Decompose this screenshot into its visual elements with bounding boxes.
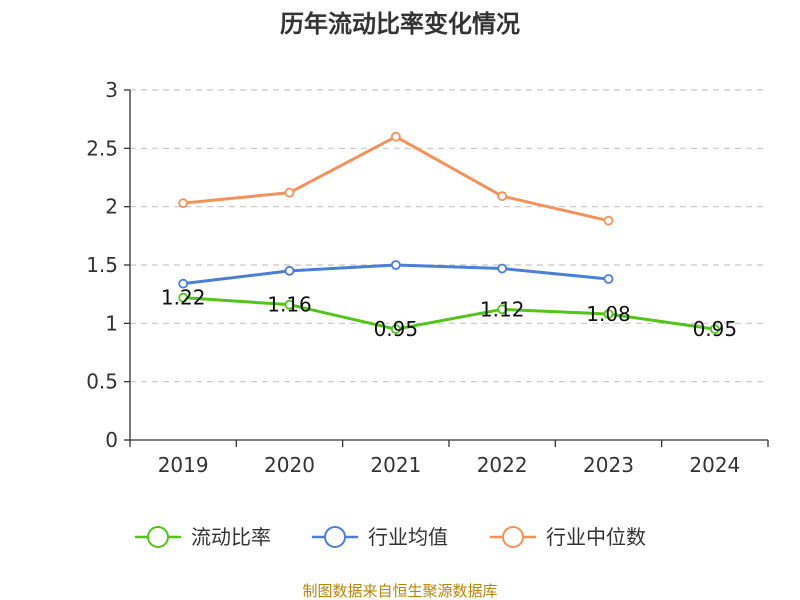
y-tick-label-4: 2 xyxy=(105,195,118,219)
series-0 xyxy=(178,292,720,335)
axes: 0 0.5 1 1.5 2 2.5 3 2019 2020 2021 2022 2023 2024 xyxy=(86,78,769,477)
point-0-1 xyxy=(284,299,295,310)
point-2-0 xyxy=(178,198,189,209)
x-tick-label-2020: 2020 xyxy=(264,453,315,477)
data-label-0: 1.22 xyxy=(161,286,206,310)
y-tick-label-1: 0.5 xyxy=(86,370,118,394)
data-label-3: 1.12 xyxy=(480,297,525,321)
series-2 xyxy=(178,131,614,226)
point-1-2 xyxy=(390,260,401,270)
legend-swatch-marker-1 xyxy=(324,526,346,548)
point-2-3 xyxy=(497,191,508,202)
y-tick-label-2: 1 xyxy=(105,311,118,335)
source-note: 制图数据来自恒生聚源数据库 xyxy=(302,582,497,600)
legend-label-1: 行业均值 xyxy=(368,525,448,549)
point-0-4 xyxy=(603,309,614,319)
point-0-0 xyxy=(178,292,189,303)
point-2-1 xyxy=(284,187,295,198)
data-label-5: 0.95 xyxy=(693,317,738,341)
point-1-4 xyxy=(603,274,614,284)
data-label-4: 1.08 xyxy=(586,302,631,326)
point-1-0 xyxy=(178,278,189,289)
series-layer xyxy=(178,131,720,335)
data-labels: 1.22 1.16 0.95 1.12 1.08 0.95 xyxy=(161,286,737,342)
data-label-1: 1.16 xyxy=(267,293,312,317)
point-2-4 xyxy=(603,215,614,226)
legend-item-2: 行业中位数 xyxy=(490,525,646,549)
series-line-2 xyxy=(183,135,609,223)
legend-swatch-marker-2 xyxy=(502,526,524,548)
y-tick-label-0: 0 xyxy=(105,428,118,452)
data-label-2: 0.95 xyxy=(374,317,419,341)
point-1-1 xyxy=(284,265,295,276)
point-2-2 xyxy=(390,131,401,142)
point-0-5 xyxy=(709,324,720,335)
legend-label-2: 行业中位数 xyxy=(546,525,646,549)
point-0-2 xyxy=(390,324,401,335)
legend: 流动比率 行业均值 行业中位数 xyxy=(135,525,646,549)
point-0-3 xyxy=(497,304,508,315)
legend-label-0: 流动比率 xyxy=(191,525,271,549)
series-1 xyxy=(178,260,614,289)
legend-item-0: 流动比率 xyxy=(135,525,271,549)
grid-lines xyxy=(130,89,768,383)
x-tick-label-2019: 2019 xyxy=(158,453,209,477)
point-1-3 xyxy=(497,263,508,274)
series-line-0 xyxy=(183,296,716,331)
x-tick-label-2022: 2022 xyxy=(477,453,528,477)
x-tick-label-2021: 2021 xyxy=(370,453,421,477)
x-tick-label-2023: 2023 xyxy=(583,453,634,477)
chart-title: 历年流动比率变化情况 xyxy=(280,10,520,38)
y-tick-label-6: 3 xyxy=(105,78,118,102)
legend-swatch-marker-0 xyxy=(147,526,169,548)
y-tick-label-3: 1.5 xyxy=(86,253,118,277)
y-tick-label-5: 2.5 xyxy=(86,136,118,160)
legend-item-1: 行业均值 xyxy=(312,525,448,549)
x-tick-label-2024: 2024 xyxy=(689,453,740,477)
